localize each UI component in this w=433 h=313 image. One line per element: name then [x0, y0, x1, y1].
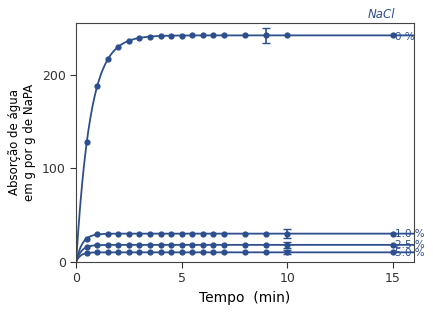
Text: 0 %: 0 % [395, 32, 414, 42]
Y-axis label: Absorção de água
em g por g de NaPA: Absorção de água em g por g de NaPA [8, 84, 36, 201]
Text: 1.0 %: 1.0 % [395, 228, 424, 239]
X-axis label: Tempo  (min): Tempo (min) [199, 291, 291, 305]
Text: 2.5 %: 2.5 % [395, 240, 424, 250]
Text: NaCl: NaCl [367, 8, 395, 21]
Text: 5.0 %: 5.0 % [395, 248, 424, 258]
